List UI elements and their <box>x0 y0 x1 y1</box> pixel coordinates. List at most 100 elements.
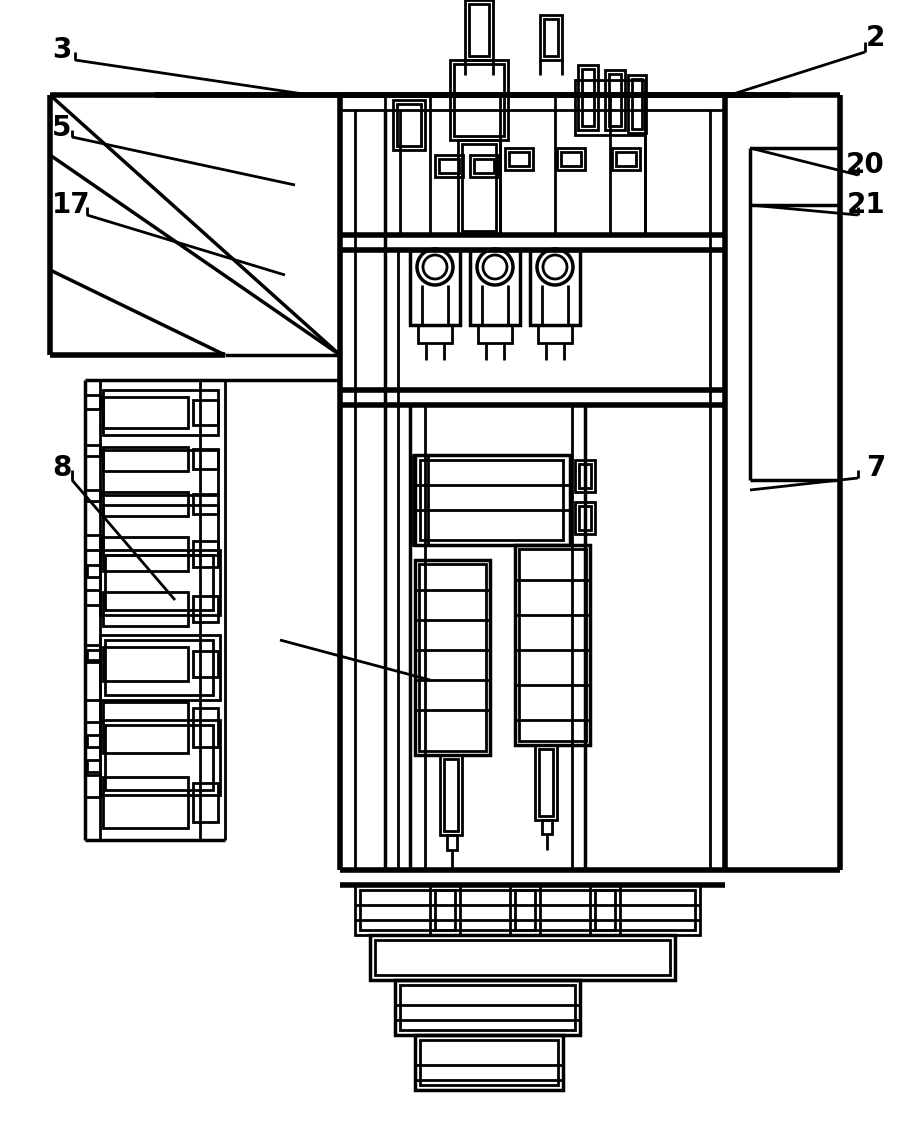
Bar <box>582 69 594 126</box>
Text: 3: 3 <box>52 36 72 64</box>
Text: 5: 5 <box>52 114 72 142</box>
Bar <box>103 592 188 626</box>
Bar <box>458 140 500 235</box>
Bar <box>103 390 218 435</box>
Bar <box>87 650 100 662</box>
Bar <box>578 65 598 130</box>
Bar <box>474 159 494 173</box>
Bar <box>85 645 100 661</box>
Bar <box>505 148 533 171</box>
Bar <box>103 702 188 753</box>
Bar <box>100 634 220 700</box>
Bar <box>439 159 459 173</box>
Bar <box>103 397 188 428</box>
Bar <box>415 455 570 545</box>
Bar <box>595 890 615 930</box>
Bar <box>462 144 496 231</box>
Bar <box>85 445 100 456</box>
Bar <box>420 460 563 540</box>
Bar <box>355 885 700 935</box>
Bar <box>515 890 535 930</box>
Bar <box>632 78 642 128</box>
Bar <box>450 60 508 140</box>
Bar <box>85 590 100 605</box>
Bar <box>85 490 100 501</box>
Bar <box>85 536 100 550</box>
Bar <box>100 550 220 615</box>
Bar <box>375 940 670 976</box>
Bar <box>410 250 460 325</box>
Bar <box>385 96 645 235</box>
Bar <box>540 15 562 60</box>
Bar <box>103 777 188 828</box>
Bar <box>415 561 490 755</box>
Text: 21: 21 <box>846 191 885 219</box>
Bar <box>360 890 695 930</box>
Bar <box>430 885 460 935</box>
Bar <box>435 155 463 177</box>
Bar <box>193 495 218 514</box>
Bar <box>465 0 493 60</box>
Bar <box>542 820 552 835</box>
Bar <box>193 650 218 678</box>
Bar <box>609 74 621 126</box>
Bar <box>579 464 591 488</box>
Bar <box>470 155 498 177</box>
Bar <box>103 450 218 495</box>
Bar <box>440 755 462 835</box>
Bar <box>193 708 218 747</box>
Bar <box>193 596 218 622</box>
Bar <box>478 325 512 343</box>
Bar <box>193 783 218 822</box>
Text: 8: 8 <box>52 454 72 482</box>
Bar <box>590 885 620 935</box>
Bar <box>575 503 595 534</box>
Bar <box>193 449 218 468</box>
Bar <box>509 152 529 166</box>
Bar <box>539 749 553 816</box>
Bar <box>85 775 100 797</box>
Bar <box>444 760 458 831</box>
Bar <box>561 152 581 166</box>
Bar <box>575 80 645 135</box>
Bar <box>515 545 590 745</box>
Bar <box>85 700 100 722</box>
Bar <box>510 885 540 935</box>
Bar <box>435 890 455 930</box>
Bar <box>400 985 575 1030</box>
Bar <box>103 505 218 555</box>
Bar <box>418 325 452 343</box>
Bar <box>105 725 213 790</box>
Bar <box>87 735 100 747</box>
Text: 17: 17 <box>52 191 91 219</box>
Bar <box>393 100 425 150</box>
Bar <box>538 325 572 343</box>
Bar <box>612 148 640 171</box>
Bar <box>470 250 520 325</box>
Bar <box>530 250 580 325</box>
Bar <box>103 647 188 681</box>
Bar <box>447 835 457 850</box>
Bar <box>544 19 558 56</box>
Bar <box>454 64 504 136</box>
Bar <box>193 541 218 567</box>
Bar <box>397 103 421 146</box>
Bar <box>519 549 586 741</box>
Bar <box>605 70 625 130</box>
Bar <box>100 720 220 795</box>
Bar <box>103 492 188 516</box>
Bar <box>628 75 646 133</box>
Text: 2: 2 <box>866 24 885 52</box>
Bar <box>85 395 100 409</box>
Bar <box>87 760 100 772</box>
Bar <box>415 1035 563 1090</box>
Bar <box>413 455 428 545</box>
Text: 20: 20 <box>846 151 885 179</box>
Bar <box>616 152 636 166</box>
Bar <box>105 640 213 695</box>
Bar <box>193 400 218 425</box>
Bar <box>105 555 213 609</box>
Bar <box>469 5 489 56</box>
Bar <box>419 564 486 752</box>
Bar <box>103 447 188 471</box>
